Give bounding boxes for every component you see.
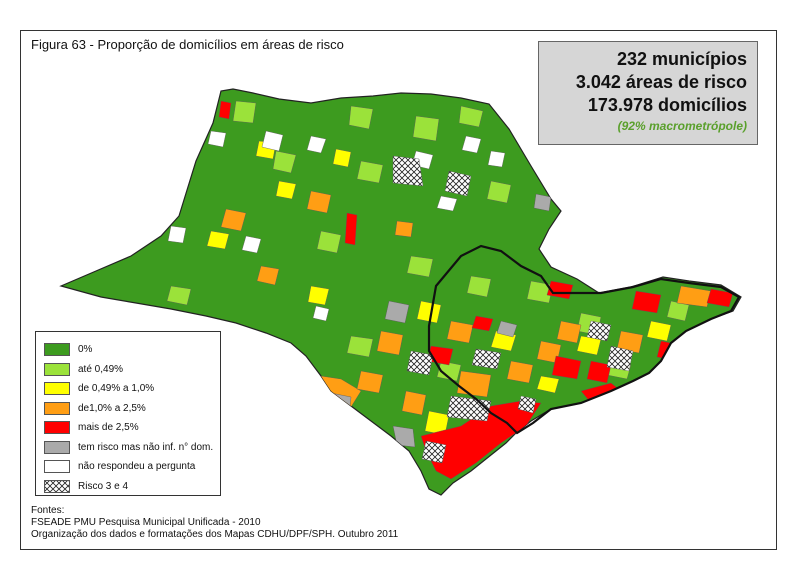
summary-municipalities: 232 municípios <box>616 49 747 69</box>
legend-swatch-hatch <box>44 479 70 493</box>
figure-frame: Figura 63 - Proporção de domicílios em á… <box>20 30 777 550</box>
legend-swatch <box>44 343 70 357</box>
legend-swatch <box>44 362 70 376</box>
legend-label: não respondeu a pergunta <box>78 461 196 473</box>
sources-line: FSEADE PMU Pesquisa Municipal Unificada … <box>31 517 261 528</box>
legend-label: 0% <box>78 344 93 356</box>
legend-label: até 0,49% <box>78 363 124 375</box>
figure-title: Figura 63 - Proporção de domicílios em á… <box>31 37 344 52</box>
legend-item: Risco 3 e 4 <box>44 477 220 497</box>
municipality-patches <box>166 100 734 480</box>
legend-item: tem risco mas não inf. n° dom. <box>44 438 220 458</box>
patches-light-green <box>166 100 690 382</box>
legend-swatch <box>44 440 70 454</box>
legend-label: mais de 2,5% <box>78 422 139 434</box>
sources-heading: Fontes: <box>31 505 65 516</box>
state-map <box>59 88 742 496</box>
patches-hatched <box>392 155 634 464</box>
legend-item: de 0,49% a 1,0% <box>44 379 220 399</box>
summary-note: (92% macrometrópole) <box>617 119 747 133</box>
summary-risk-areas: 3.042 áreas de risco <box>575 72 747 92</box>
summary-households: 173.978 domicílios <box>587 95 747 115</box>
legend-item: de1,0% a 2,5% <box>44 399 220 419</box>
legend-swatch <box>44 460 70 474</box>
legend-label: de 0,49% a 1,0% <box>78 383 155 395</box>
legend-item: 0% <box>44 340 220 360</box>
sources: Fontes: FSEADE PMU Pesquisa Municipal Un… <box>31 505 398 541</box>
legend: 0% até 0,49% de 0,49% a 1,0% de1,0% a 2,… <box>35 331 221 496</box>
legend-item: não respondeu a pergunta <box>44 457 220 477</box>
sources-line: Organização dos dados e formatações dos … <box>31 529 399 540</box>
legend-label: Risco 3 e 4 <box>78 480 129 492</box>
legend-swatch <box>44 401 70 415</box>
legend-label: de1,0% a 2,5% <box>78 402 146 414</box>
summary-box: 232 municípios 3.042 áreas de risco 173.… <box>538 41 758 145</box>
legend-item: até 0,49% <box>44 360 220 380</box>
legend-swatch <box>44 382 70 396</box>
patches-white <box>167 130 506 322</box>
legend-label: tem risco mas não inf. n° dom. <box>78 441 214 453</box>
legend-swatch <box>44 421 70 435</box>
patches-orange <box>220 190 712 416</box>
macrometropole-outline <box>427 244 741 435</box>
legend-item: mais de 2,5% <box>44 418 220 438</box>
